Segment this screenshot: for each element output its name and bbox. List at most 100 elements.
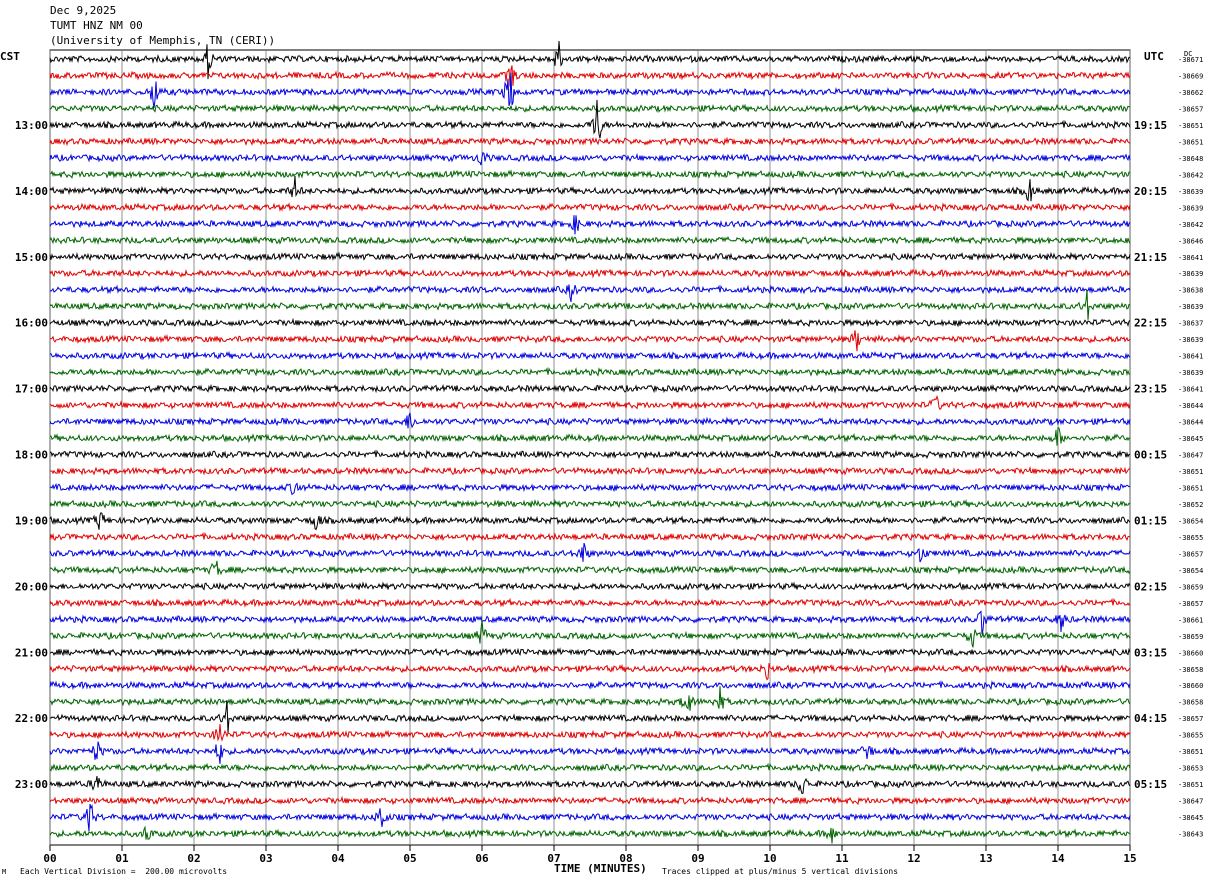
scale-note: Each Vertical Division = 200.00 microvol… — [20, 867, 228, 876]
trace-5 — [49, 99, 1131, 139]
dc-offset-label: -38639 — [1178, 336, 1203, 344]
x-tick-label: 00 — [43, 852, 56, 865]
x-tick-label: 01 — [115, 852, 129, 865]
left-hour-label: 20:00 — [15, 580, 48, 593]
trace-44 — [49, 762, 1131, 773]
x-tick-label: 05 — [403, 852, 416, 865]
dc-offset-label: -38659 — [1178, 633, 1203, 641]
right-hour-label: 04:15 — [1134, 712, 1167, 725]
dc-offset-label: -38657 — [1178, 600, 1203, 608]
trace-40 — [49, 686, 1131, 711]
trace-17 — [49, 317, 1131, 328]
trace-36 — [50, 620, 1131, 648]
institution: (University of Memphis, TN (CERI)) — [50, 34, 276, 47]
left-hour-label: 16:00 — [15, 317, 48, 330]
x-axis-title: TIME (MINUTES) — [554, 862, 647, 875]
dc-offset-label: -38643 — [1178, 831, 1203, 839]
trace-39 — [49, 680, 1131, 691]
left-timezone-label: CST — [0, 50, 20, 63]
trace-35 — [49, 610, 1131, 635]
dc-offset-label: -38651 — [1178, 122, 1203, 130]
seismic-traces — [49, 40, 1131, 844]
left-hour-label: 22:00 — [15, 712, 48, 725]
dc-offset-label: -38655 — [1178, 732, 1203, 740]
trace-34 — [49, 597, 1131, 608]
x-tick-label: 14 — [1051, 852, 1065, 865]
dc-offset-label: -38659 — [1178, 583, 1203, 591]
scale-mark: M — [2, 868, 7, 876]
trace-31 — [49, 542, 1131, 563]
left-hour-label: 19:00 — [15, 514, 48, 527]
plot-date: Dec 9,2025 — [50, 4, 117, 17]
dc-offset-label: -38641 — [1178, 386, 1203, 394]
trace-45 — [49, 776, 1131, 794]
right-timezone-label: UTC — [1144, 50, 1164, 63]
plot-frame — [49, 49, 1131, 846]
dc-offset-label: -38671 — [1178, 56, 1203, 64]
dc-offset-label: -38652 — [1178, 501, 1203, 509]
dc-offset-label: -38641 — [1178, 353, 1203, 361]
dc-offset-label: -38645 — [1178, 814, 1203, 822]
x-tick-label: 08 — [619, 852, 632, 865]
right-hour-label: 21:15 — [1134, 251, 1167, 264]
left-hour-label: 17:00 — [15, 383, 48, 396]
trace-47 — [49, 803, 1131, 832]
trace-28 — [49, 498, 1131, 509]
dc-offset-label: -38639 — [1178, 270, 1203, 278]
dc-offset-label: -38657 — [1178, 105, 1203, 113]
right-hour-label: 03:15 — [1134, 646, 1167, 659]
trace-11 — [49, 215, 1131, 235]
dc-offset-label: -38638 — [1178, 287, 1203, 295]
dc-label: DC — [1184, 50, 1192, 58]
trace-46 — [49, 795, 1131, 806]
right-hour-label: 23:15 — [1134, 383, 1167, 396]
trace-32 — [49, 560, 1131, 576]
trace-27 — [49, 482, 1131, 496]
dc-offset-label: -38655 — [1178, 534, 1203, 542]
left-hour-label: 18:00 — [15, 449, 48, 462]
left-hour-label: 15:00 — [15, 251, 48, 264]
trace-6 — [49, 136, 1131, 147]
trace-25 — [49, 449, 1131, 460]
trace-8 — [50, 169, 1131, 180]
trace-41 — [49, 700, 1131, 734]
x-tick-label: 09 — [691, 852, 704, 865]
trace-16 — [49, 289, 1131, 320]
dc-offset-label: -38647 — [1178, 452, 1203, 460]
dc-offset-label: -38648 — [1178, 155, 1203, 163]
dc-offset-label: -38658 — [1178, 666, 1203, 674]
right-hour-label: 20:15 — [1134, 185, 1167, 198]
right-hour-label: 01:15 — [1134, 514, 1167, 527]
x-tick-label: 04 — [331, 852, 345, 865]
x-tick-label: 06 — [475, 852, 489, 865]
trace-42 — [49, 724, 1131, 742]
trace-33 — [49, 581, 1131, 592]
trace-10 — [49, 202, 1131, 213]
trace-48 — [49, 825, 1131, 844]
right-hour-label: 02:15 — [1134, 580, 1167, 593]
trace-1 — [49, 40, 1131, 80]
dc-offset-label: -38658 — [1178, 699, 1203, 707]
left-hour-label: 13:00 — [15, 119, 48, 132]
dc-offset-label: -38662 — [1178, 89, 1203, 97]
trace-19 — [49, 350, 1131, 361]
clip-note: Traces clipped at plus/minus 5 vertical … — [662, 867, 899, 876]
trace-43 — [49, 741, 1131, 764]
dc-offset-label: -38641 — [1178, 254, 1203, 262]
trace-13 — [49, 251, 1131, 262]
x-tick-label: 07 — [547, 852, 560, 865]
trace-20 — [49, 367, 1131, 377]
trace-4 — [49, 103, 1131, 114]
trace-14 — [49, 268, 1131, 279]
trace-23 — [49, 412, 1131, 429]
trace-18 — [50, 330, 1131, 352]
dc-offset-label: -38660 — [1178, 649, 1203, 657]
dc-offset-label: -38660 — [1178, 682, 1203, 690]
trace-38 — [49, 663, 1131, 681]
x-tick-label: 13 — [979, 852, 992, 865]
right-hour-label: 19:15 — [1134, 119, 1167, 132]
station-id: TUMT HNZ NM 00 — [50, 19, 143, 32]
dc-offset-label: -38645 — [1178, 435, 1203, 443]
trace-24 — [49, 426, 1131, 446]
dc-offset-label: -38637 — [1178, 320, 1203, 328]
